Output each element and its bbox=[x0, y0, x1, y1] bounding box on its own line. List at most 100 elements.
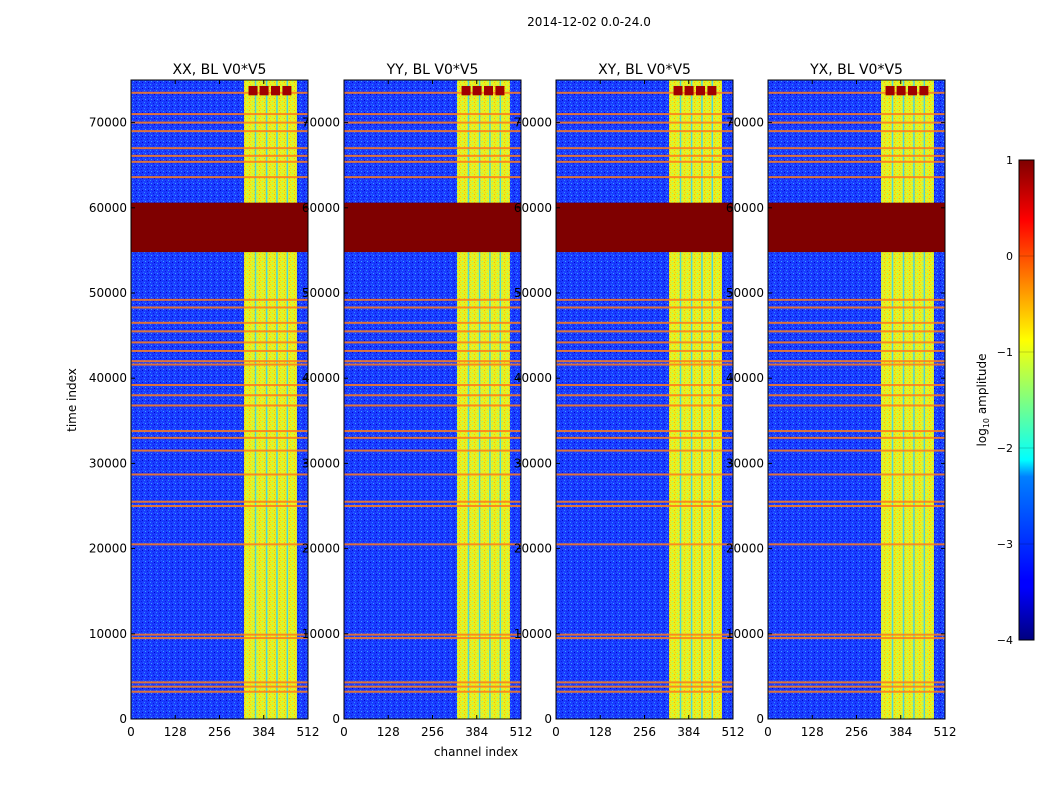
rfi-line bbox=[344, 341, 521, 344]
colorbar-tick-label: 1 bbox=[1006, 154, 1013, 167]
y-tick-label: 50000 bbox=[726, 286, 764, 300]
rfi-line bbox=[768, 637, 945, 640]
rfi-line bbox=[344, 543, 521, 546]
rfi-line bbox=[556, 176, 733, 179]
rfi-line bbox=[344, 681, 521, 684]
y-tick-label: 30000 bbox=[726, 456, 764, 470]
channel-gap bbox=[690, 80, 693, 719]
rfi-line bbox=[344, 130, 521, 133]
saturated-band bbox=[344, 202, 521, 253]
rfi-line bbox=[556, 130, 733, 133]
channel-gap bbox=[902, 80, 905, 719]
x-tick-label: 384 bbox=[465, 725, 488, 739]
rfi-line bbox=[768, 298, 945, 301]
rfi-line bbox=[556, 690, 733, 693]
y-axis-label: time index bbox=[65, 368, 79, 432]
panel-title: YX, BL V0*V5 bbox=[809, 62, 903, 78]
y-tick-label: 40000 bbox=[302, 371, 340, 385]
y-tick-label: 60000 bbox=[302, 201, 340, 215]
rfi-line bbox=[768, 349, 945, 352]
rfi-line bbox=[556, 321, 733, 324]
panel-title: XY, BL V0*V5 bbox=[598, 62, 691, 78]
rfi-line bbox=[556, 91, 733, 94]
hot-segment bbox=[259, 85, 269, 96]
y-tick-label: 20000 bbox=[302, 542, 340, 556]
rfi-line bbox=[344, 154, 521, 157]
rfi-line bbox=[556, 113, 733, 116]
rfi-line bbox=[768, 505, 945, 507]
rfi-line bbox=[344, 505, 521, 507]
rfi-line bbox=[131, 154, 308, 157]
rfi-line bbox=[768, 685, 945, 688]
rfi-line bbox=[131, 330, 308, 333]
y-tick-label: 0 bbox=[756, 712, 764, 726]
y-tick-label: 0 bbox=[332, 712, 340, 726]
saturated-band bbox=[768, 202, 945, 253]
rfi-line bbox=[768, 360, 945, 363]
channel-gap bbox=[478, 80, 481, 719]
rfi-line bbox=[131, 360, 308, 363]
rfi-line bbox=[768, 306, 945, 309]
rfi-line bbox=[556, 341, 733, 344]
rfi-line bbox=[556, 363, 733, 366]
y-tick-label: 10000 bbox=[514, 627, 552, 641]
rfi-line bbox=[131, 176, 308, 179]
rfi-line bbox=[344, 147, 521, 150]
x-tick-label: 384 bbox=[677, 725, 700, 739]
hot-segment bbox=[271, 85, 280, 96]
rfi-line bbox=[344, 91, 521, 94]
x-axis-label: channel index bbox=[434, 745, 518, 759]
channel-gap bbox=[467, 80, 470, 719]
rfi-line bbox=[768, 543, 945, 546]
rfi-line bbox=[344, 160, 521, 163]
rfi-line bbox=[131, 637, 308, 640]
rfi-line bbox=[556, 349, 733, 352]
x-tick-label: 256 bbox=[633, 725, 656, 739]
rfi-line bbox=[556, 147, 733, 150]
x-tick-label: 512 bbox=[297, 725, 320, 739]
channel-gap bbox=[913, 80, 915, 719]
x-tick-label: 512 bbox=[934, 725, 957, 739]
hot-segment bbox=[248, 85, 258, 96]
panel-title: XX, BL V0*V5 bbox=[173, 62, 267, 78]
saturated-band bbox=[131, 202, 308, 253]
bright-channel-band bbox=[457, 80, 510, 719]
y-tick-label: 40000 bbox=[514, 371, 552, 385]
y-tick-label: 30000 bbox=[302, 456, 340, 470]
y-tick-label: 70000 bbox=[89, 116, 127, 130]
x-tick-label: 128 bbox=[801, 725, 824, 739]
rfi-line bbox=[556, 384, 733, 387]
rfi-line bbox=[344, 121, 521, 124]
rfi-line bbox=[556, 360, 733, 363]
y-tick-label: 50000 bbox=[89, 286, 127, 300]
bright-channel-band bbox=[881, 80, 934, 719]
hot-segment bbox=[696, 85, 705, 96]
rfi-line bbox=[556, 449, 733, 452]
panel-1: XX, BL V0*V5 0 128 256 384 512 0 10000 20000 3000… bbox=[89, 62, 320, 739]
channel-gap bbox=[276, 80, 278, 719]
rfi-line bbox=[768, 500, 945, 503]
rfi-line bbox=[131, 543, 308, 546]
rfi-line bbox=[768, 473, 945, 476]
rfi-line bbox=[344, 349, 521, 352]
x-tick-label: 128 bbox=[589, 725, 612, 739]
channel-gap bbox=[891, 80, 894, 719]
hot-segment bbox=[472, 85, 482, 96]
rfi-line bbox=[344, 176, 521, 179]
channel-gap bbox=[286, 80, 289, 719]
y-tick-label: 70000 bbox=[302, 116, 340, 130]
rfi-line bbox=[556, 505, 733, 507]
rfi-line bbox=[344, 384, 521, 387]
rfi-line bbox=[344, 436, 521, 439]
y-tick-label: 30000 bbox=[514, 456, 552, 470]
channel-gap bbox=[711, 80, 714, 719]
rfi-line bbox=[344, 394, 521, 397]
colorbar-ticks: 1 0 −1 −2 −3 −4 bbox=[997, 154, 1034, 647]
colorbar-tick-label: −3 bbox=[997, 538, 1013, 551]
rfi-line bbox=[131, 349, 308, 352]
panel-title: YY, BL V0*V5 bbox=[386, 62, 479, 78]
x-tick-label: 128 bbox=[164, 725, 187, 739]
rfi-line bbox=[556, 160, 733, 163]
colorbar-tick-label: 0 bbox=[1006, 250, 1013, 263]
x-tick-label: 256 bbox=[208, 725, 231, 739]
